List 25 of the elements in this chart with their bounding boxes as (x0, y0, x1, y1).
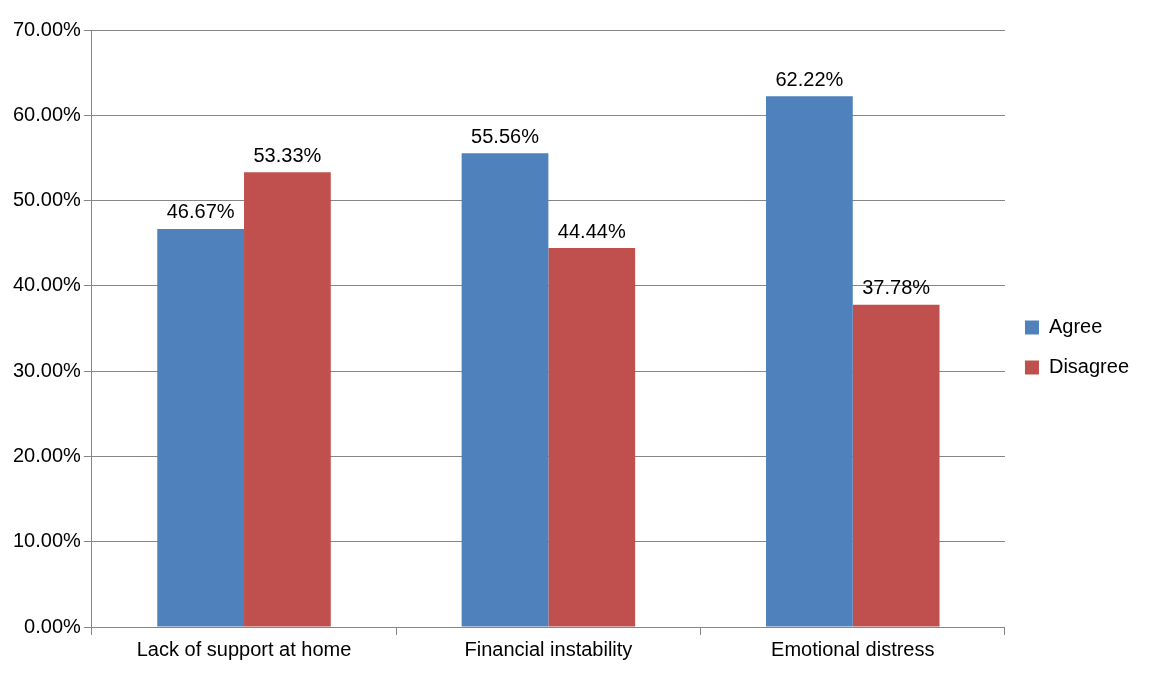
data-label: 55.56% (471, 124, 540, 147)
y-tick-label: 40.00% (12, 273, 82, 296)
bar (461, 153, 549, 627)
y-tick-label: 20.00% (12, 443, 82, 466)
bar (548, 247, 636, 627)
x-tick-label: Lack of support at home (136, 637, 352, 660)
x-tick-label: Financial instability (464, 637, 633, 660)
data-label: 53.33% (253, 143, 322, 166)
y-tick-label: 60.00% (12, 102, 82, 125)
data-label: 62.22% (775, 67, 844, 90)
y-tick-label: 70.00% (12, 17, 82, 40)
bar (157, 228, 245, 627)
legend-label: Agree (1048, 315, 1103, 338)
x-tick-label: Emotional distress (771, 637, 935, 660)
data-label: 37.78% (862, 276, 931, 299)
y-tick-label: 0.00% (24, 614, 82, 637)
bar (852, 304, 940, 627)
y-tick-label: 50.00% (12, 188, 82, 211)
bar (766, 96, 853, 627)
bar (244, 172, 331, 627)
legend-label: Disagree (1048, 355, 1130, 378)
data-label: 46.67% (166, 200, 235, 223)
y-tick-label: 30.00% (12, 358, 82, 381)
data-label: 44.44% (557, 219, 626, 242)
y-tick-label: 10.00% (12, 529, 82, 552)
